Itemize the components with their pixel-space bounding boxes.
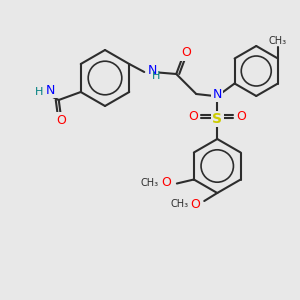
Text: CH₃: CH₃ — [170, 199, 188, 209]
Text: O: O — [161, 176, 171, 189]
Text: N: N — [46, 83, 56, 97]
Text: O: O — [236, 110, 246, 124]
Text: H: H — [152, 71, 160, 81]
Text: N: N — [213, 88, 222, 100]
Text: H: H — [34, 87, 43, 97]
Text: CH₃: CH₃ — [141, 178, 159, 188]
Text: N: N — [148, 64, 158, 76]
Text: O: O — [181, 46, 191, 59]
Text: O: O — [188, 110, 198, 124]
Text: O: O — [56, 113, 66, 127]
Text: S: S — [212, 112, 222, 126]
Text: CH₃: CH₃ — [269, 37, 287, 46]
Text: O: O — [190, 197, 200, 211]
